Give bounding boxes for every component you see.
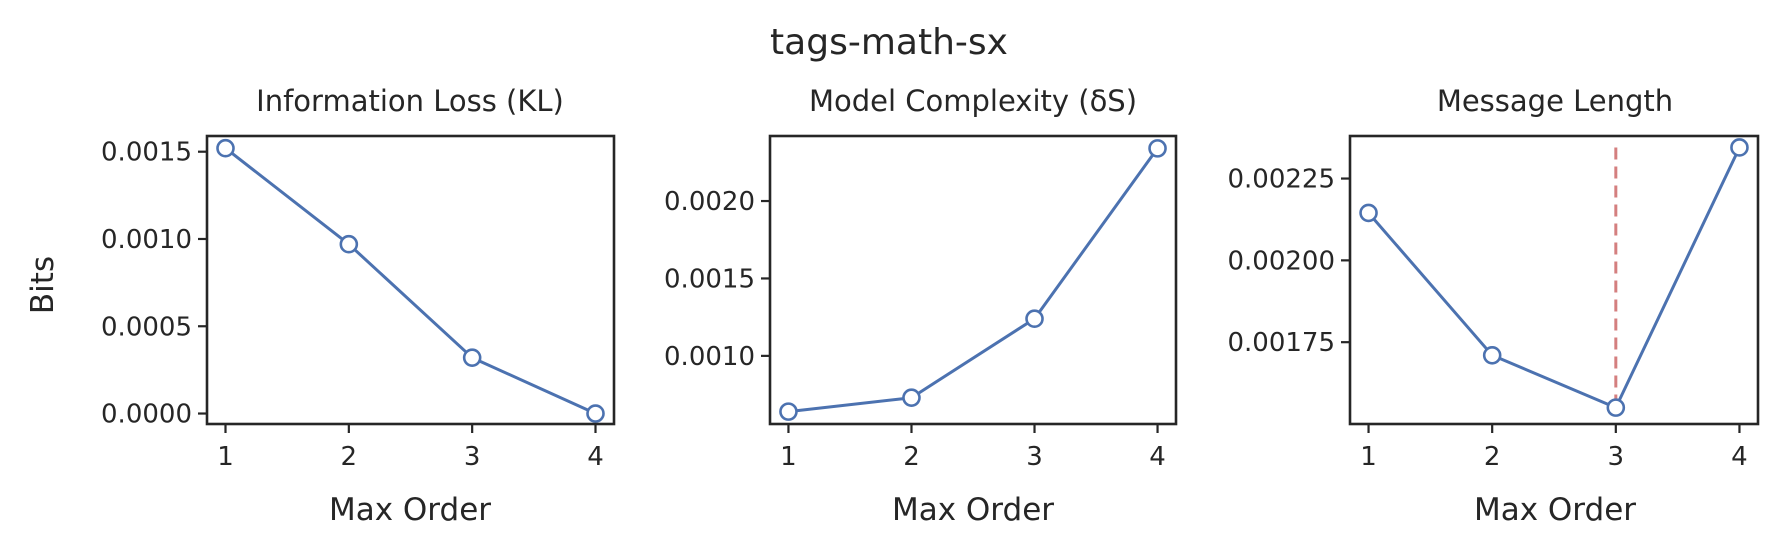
data-point bbox=[586, 404, 605, 423]
x-tick-label: 1 bbox=[780, 442, 797, 472]
data-point bbox=[1025, 309, 1044, 329]
panel-title: Model Complexity (δS) bbox=[809, 84, 1137, 118]
x-axis-label: Max Order bbox=[892, 492, 1054, 528]
y-tick-label: 0.0020 bbox=[664, 187, 755, 217]
data-point bbox=[1606, 398, 1626, 417]
y-tick-label: 0.0015 bbox=[664, 264, 755, 294]
data-point bbox=[1482, 345, 1502, 365]
panel-title: Message Length bbox=[1437, 84, 1673, 118]
figure-title: tags-math-sx bbox=[770, 22, 1008, 63]
plot-frame bbox=[1348, 134, 1760, 426]
series-line bbox=[224, 147, 597, 415]
y-tick-label: 0.00200 bbox=[1227, 246, 1335, 276]
x-tick-label: 1 bbox=[217, 442, 234, 472]
data-point bbox=[902, 388, 921, 407]
panel-message-length: Message Length Max Order 0.00175 0.00200 0… bbox=[1227, 84, 1760, 528]
data-point bbox=[779, 402, 798, 421]
x-tick-label: 3 bbox=[464, 442, 481, 472]
data-point bbox=[216, 138, 235, 158]
y-tick-label: 0.00175 bbox=[1227, 328, 1335, 358]
x-tick-label: 2 bbox=[341, 442, 358, 472]
y-axis-label: Bits bbox=[25, 256, 61, 314]
data-point bbox=[339, 234, 359, 254]
x-tick-label: 4 bbox=[1731, 442, 1748, 472]
x-tick-label: 2 bbox=[1484, 442, 1501, 472]
x-tick-label: 2 bbox=[903, 442, 920, 472]
y-tick-label: 0.0015 bbox=[101, 138, 192, 168]
series-line bbox=[788, 147, 1159, 414]
x-tick-label: 4 bbox=[1149, 442, 1166, 472]
data-point bbox=[462, 348, 482, 367]
data-point bbox=[1148, 139, 1167, 158]
x-tick-label: 3 bbox=[1026, 442, 1043, 472]
series-line bbox=[1367, 146, 1741, 410]
y-tick-label: 0.0010 bbox=[664, 342, 755, 372]
panel-title: Information Loss (KL) bbox=[256, 84, 564, 118]
x-axis-label: Max Order bbox=[329, 492, 491, 528]
plot-frame bbox=[205, 134, 616, 426]
x-tick-label: 1 bbox=[1360, 442, 1377, 472]
data-point bbox=[1359, 203, 1378, 223]
plot-frame bbox=[768, 134, 1178, 426]
data-point bbox=[1730, 138, 1749, 157]
panel-model-complexity: Model Complexity (δS) Max Order 0.0010 0.… bbox=[664, 84, 1178, 528]
y-tick-label: 0.0010 bbox=[101, 225, 192, 255]
x-axis-label: Max Order bbox=[1474, 492, 1636, 528]
y-tick-label: 0.00225 bbox=[1227, 165, 1335, 195]
x-tick-label: 3 bbox=[1608, 442, 1625, 472]
y-tick-label: 0.0000 bbox=[101, 400, 192, 430]
panel-information-loss: Information Loss (KL) Bits Max Order 0.0… bbox=[25, 84, 616, 528]
x-tick-label: 4 bbox=[587, 442, 604, 472]
y-tick-label: 0.0005 bbox=[101, 312, 192, 342]
